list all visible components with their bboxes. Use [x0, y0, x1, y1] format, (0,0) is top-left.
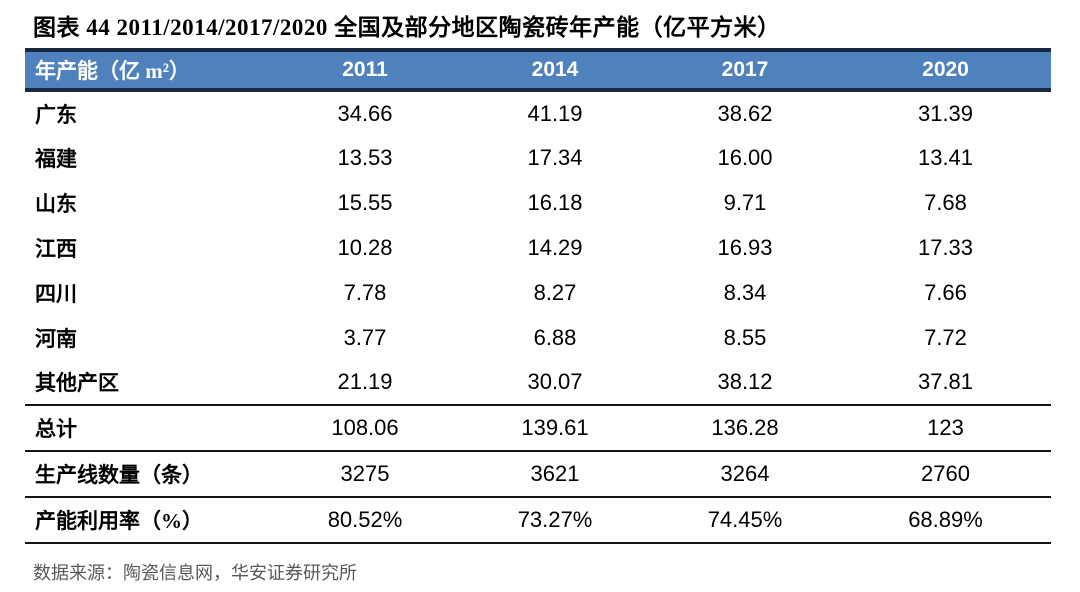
row-label: 山东 — [35, 191, 77, 216]
table-cell: 16.00 — [717, 144, 773, 170]
row-label: 河南 — [35, 326, 77, 351]
table-cell: 10.28 — [337, 234, 393, 260]
table-cell: 136.28 — [711, 415, 779, 440]
row-label: 产能利用率（%） — [35, 509, 203, 533]
table-row-total: 总计 108.06 139.61 136.28 123 — [25, 405, 1051, 451]
table-cell: 3275 — [340, 461, 390, 486]
table-cell: 3621 — [530, 461, 580, 486]
table-cell: 80.52% — [327, 507, 403, 532]
row-label: 生产线数量（条） — [35, 463, 203, 487]
table-row-fujian: 福建 13.53 17.34 16.00 13.41 — [25, 135, 1051, 180]
table-cell: 7.78 — [343, 279, 387, 305]
table-cell: 74.45% — [707, 507, 783, 532]
table-row-shandong: 山东 15.55 16.18 9.71 7.68 — [25, 180, 1051, 225]
table-cell: 31.39 — [917, 100, 974, 126]
table-cell: 21.19 — [337, 369, 393, 394]
header-unit-label: 年产能（亿 m²） — [35, 59, 191, 83]
table-cell: 3264 — [720, 461, 770, 486]
table-cell: 30.07 — [527, 369, 583, 394]
header-col-2014: 2014 — [531, 58, 579, 81]
table-row-production-lines: 生产线数量（条） 3275 3621 3264 2760 — [25, 451, 1051, 497]
table-cell: 9.71 — [723, 189, 767, 215]
table-row-guangdong: 广东 34.66 41.19 38.62 31.39 — [25, 90, 1051, 135]
table-cell: 68.89% — [908, 507, 983, 532]
row-label: 江西 — [35, 236, 77, 261]
table-cell: 41.19 — [527, 100, 583, 126]
table-cell: 37.81 — [917, 369, 974, 394]
row-label: 广东 — [35, 102, 77, 127]
table-cell: 17.34 — [527, 144, 583, 170]
table-cell: 16.18 — [527, 189, 583, 215]
table-cell: 73.27% — [517, 507, 593, 532]
table-cell: 14.29 — [527, 234, 583, 260]
table-cell: 2760 — [921, 461, 970, 486]
table-cell: 13.53 — [337, 144, 393, 170]
table-cell: 8.55 — [723, 324, 767, 350]
row-label: 其他产区 — [35, 371, 119, 395]
table-cell: 8.27 — [533, 279, 577, 305]
data-source: 数据来源：陶瓷信息网，华安证券研究所 — [33, 563, 357, 583]
table-cell: 139.61 — [521, 415, 589, 440]
table-cell: 3.77 — [343, 324, 387, 350]
table-row-jiangxi: 江西 10.28 14.29 16.93 17.33 — [25, 225, 1051, 270]
table-cell: 38.12 — [717, 369, 773, 394]
table-cell: 38.62 — [717, 100, 773, 126]
table-row-henan: 河南 3.77 6.88 8.55 7.72 — [25, 315, 1051, 360]
table-header-row: 年产能（亿 m²） 2011 2014 2017 2020 — [25, 50, 1051, 90]
table-cell: 7.68 — [924, 189, 967, 215]
header-col-2017: 2017 — [721, 58, 769, 81]
table-cell: 34.66 — [337, 100, 393, 126]
row-label: 总计 — [35, 417, 77, 441]
report-figure-page: 图表 44 2011/2014/2017/2020 全国及部分地区陶瓷砖年产能（… — [0, 8, 1080, 592]
header-col-2011: 2011 — [342, 58, 388, 81]
row-label: 四川 — [35, 281, 77, 306]
table-cell: 7.66 — [924, 279, 967, 305]
table-cell: 123 — [927, 415, 964, 440]
table-cell: 108.06 — [331, 415, 399, 440]
table-row-sichuan: 四川 7.78 8.27 8.34 7.66 — [25, 270, 1051, 315]
table-cell: 6.88 — [533, 324, 577, 350]
table-cell: 7.72 — [924, 324, 967, 350]
table-cell: 15.55 — [337, 189, 393, 215]
table-cell: 13.41 — [917, 144, 974, 170]
table-cell: 17.33 — [917, 234, 974, 260]
table-row-capacity-utilization: 产能利用率（%） 80.52% 73.27% 74.45% 68.89% — [25, 497, 1051, 543]
table-cell: 16.93 — [717, 234, 773, 260]
figure-title: 图表 44 2011/2014/2017/2020 全国及部分地区陶瓷砖年产能（… — [33, 15, 781, 40]
header-col-2020: 2020 — [922, 58, 969, 81]
table-row-other-regions: 其他产区 21.19 30.07 38.12 37.81 — [25, 360, 1051, 405]
table-cell: 8.34 — [723, 279, 767, 305]
row-label: 福建 — [35, 146, 77, 171]
capacity-table: 年产能（亿 m²） 2011 2014 2017 2020 广东 34.66 4… — [25, 48, 1051, 544]
